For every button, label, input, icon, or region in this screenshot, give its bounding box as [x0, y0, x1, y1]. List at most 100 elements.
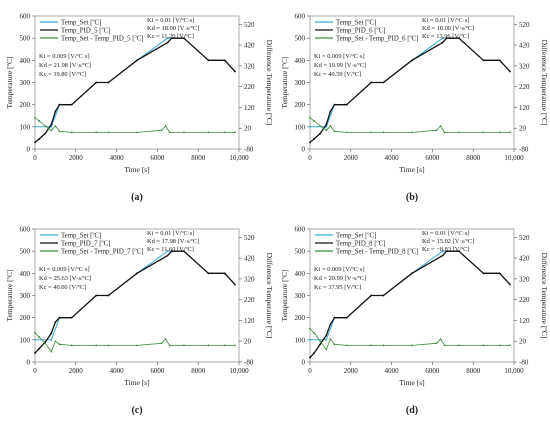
- data-point: [136, 344, 138, 347]
- data-point: [313, 138, 315, 140]
- data-point: [166, 41, 169, 44]
- chart-panel-1: 0 100 200 300 400 500 600 -80 20 120 220 320 420 520 0…: [280, 13, 549, 204]
- data-point: [329, 338, 332, 341]
- data-point: [435, 342, 438, 345]
- data-point: [319, 343, 322, 346]
- y-tick-label: 200: [295, 101, 306, 109]
- legend-entry-difference: Temp_Set - Temp_PID_6 [ºC]: [336, 35, 418, 42]
- data-point: [435, 129, 438, 132]
- series-difference-line: [309, 117, 510, 133]
- y-tick-label: 300: [20, 79, 31, 87]
- y-tick-label: 300: [295, 292, 306, 300]
- data-point: [382, 131, 385, 134]
- x-tick-label: 10,000: [504, 154, 524, 162]
- x-tick-label: 2000: [344, 154, 359, 162]
- y-tick-label: 0: [302, 146, 306, 154]
- data-point: [38, 336, 40, 338]
- data-point: [70, 131, 73, 134]
- data-point: [411, 344, 413, 347]
- data-point: [50, 338, 53, 341]
- data-point: [183, 131, 185, 134]
- data-point: [443, 344, 446, 347]
- data-point: [54, 125, 57, 128]
- x-axis-label: Time [s]: [124, 165, 149, 174]
- data-point: [183, 37, 185, 40]
- data-point: [445, 250, 448, 253]
- data-point: [445, 37, 448, 40]
- y-tick-label: 0: [27, 146, 31, 154]
- series-temp-pid-line: [309, 250, 511, 359]
- data-point: [325, 348, 328, 351]
- y2-tick-label: 520: [244, 21, 255, 29]
- data-point: [136, 131, 138, 134]
- panel-caption: (c): [131, 405, 142, 416]
- y2-tick-label: 220: [519, 83, 530, 91]
- data-point: [38, 347, 40, 350]
- y2-tick-label: -80: [244, 146, 254, 154]
- data-point: [325, 338, 328, 341]
- data-point: [50, 332, 53, 335]
- y2-axis-label: Difference Temperature [ºC]: [540, 253, 549, 339]
- data-point: [333, 343, 336, 346]
- data-point: [207, 131, 210, 134]
- data-point: [443, 131, 446, 134]
- data-point: [309, 356, 311, 359]
- annotation-left-2: Kc = 40.00 [V/ºC]: [39, 284, 86, 291]
- data-point: [54, 340, 57, 343]
- x-axis-label: Time [s]: [124, 378, 149, 387]
- annotation-right-2: Kc = 11.20 [V/ºC]: [147, 33, 194, 40]
- y-tick-label: 600: [295, 226, 306, 234]
- y2-tick-label: 320: [519, 275, 530, 283]
- data-point: [58, 130, 61, 133]
- data-point: [325, 129, 328, 132]
- data-point: [509, 70, 511, 73]
- x-tick-label: 8000: [466, 154, 481, 162]
- x-tick-label: 4000: [385, 367, 400, 375]
- data-point: [309, 338, 311, 341]
- annotation-left-0: Ki = 0.009 [V/ºC·s]: [39, 266, 90, 273]
- data-point: [168, 344, 171, 347]
- y2-tick-label: 520: [519, 21, 530, 29]
- series-temp-set-line: [35, 37, 236, 128]
- data-point: [168, 131, 171, 134]
- data-point: [44, 132, 47, 135]
- x-tick-label: 4000: [110, 367, 125, 375]
- annotation-right-1: Kd = 17.98 [V·s/ºC]: [147, 238, 199, 245]
- y-tick-label: 200: [295, 314, 306, 322]
- data-point: [458, 131, 460, 134]
- x-tick-label: 6000: [150, 154, 165, 162]
- data-point: [325, 125, 328, 128]
- y2-tick-label: 220: [244, 83, 255, 91]
- series-difference-line: [309, 328, 510, 350]
- data-point: [166, 250, 169, 253]
- data-point: [370, 81, 373, 84]
- annotation-left-0: Ki = 0.009 [V/ºC·s]: [314, 266, 365, 273]
- series-temp-set-line: [35, 250, 236, 341]
- annotation-right-1: Kd = 18.00 [V·s/ºC]: [422, 25, 474, 32]
- y-axis-label: Temperature [ºC]: [280, 270, 289, 322]
- y-tick-label: 400: [20, 270, 31, 278]
- data-point: [234, 344, 236, 347]
- y2-tick-label: 20: [244, 125, 252, 133]
- data-point: [411, 131, 413, 134]
- y2-tick-label: -80: [244, 359, 254, 367]
- data-point: [207, 59, 210, 62]
- annotation-right-0: Ki = 0.01 [V/ºC·s]: [147, 230, 194, 237]
- annotation-right-0: Ki = 0.01 [V/ºC·s]: [147, 17, 194, 24]
- data-point: [223, 59, 226, 62]
- annotation-left-1: Kd = 25.63 [V·s/ºC]: [39, 275, 91, 282]
- data-point: [382, 344, 385, 347]
- data-point: [482, 131, 485, 134]
- data-point: [345, 131, 348, 134]
- y2-tick-label: 20: [519, 125, 527, 133]
- data-point: [333, 130, 336, 133]
- annotation-left-2: Kc = 39.80 [V/ºC]: [39, 71, 86, 78]
- legend-entry-difference: Temp_Set - Temp_PID_5 [ºC]: [61, 35, 143, 42]
- y-tick-label: 0: [27, 359, 31, 367]
- data-point: [509, 131, 511, 134]
- data-point: [223, 272, 226, 275]
- x-tick-label: 0: [33, 154, 37, 162]
- series-difference-line: [34, 332, 235, 352]
- data-point: [34, 338, 36, 341]
